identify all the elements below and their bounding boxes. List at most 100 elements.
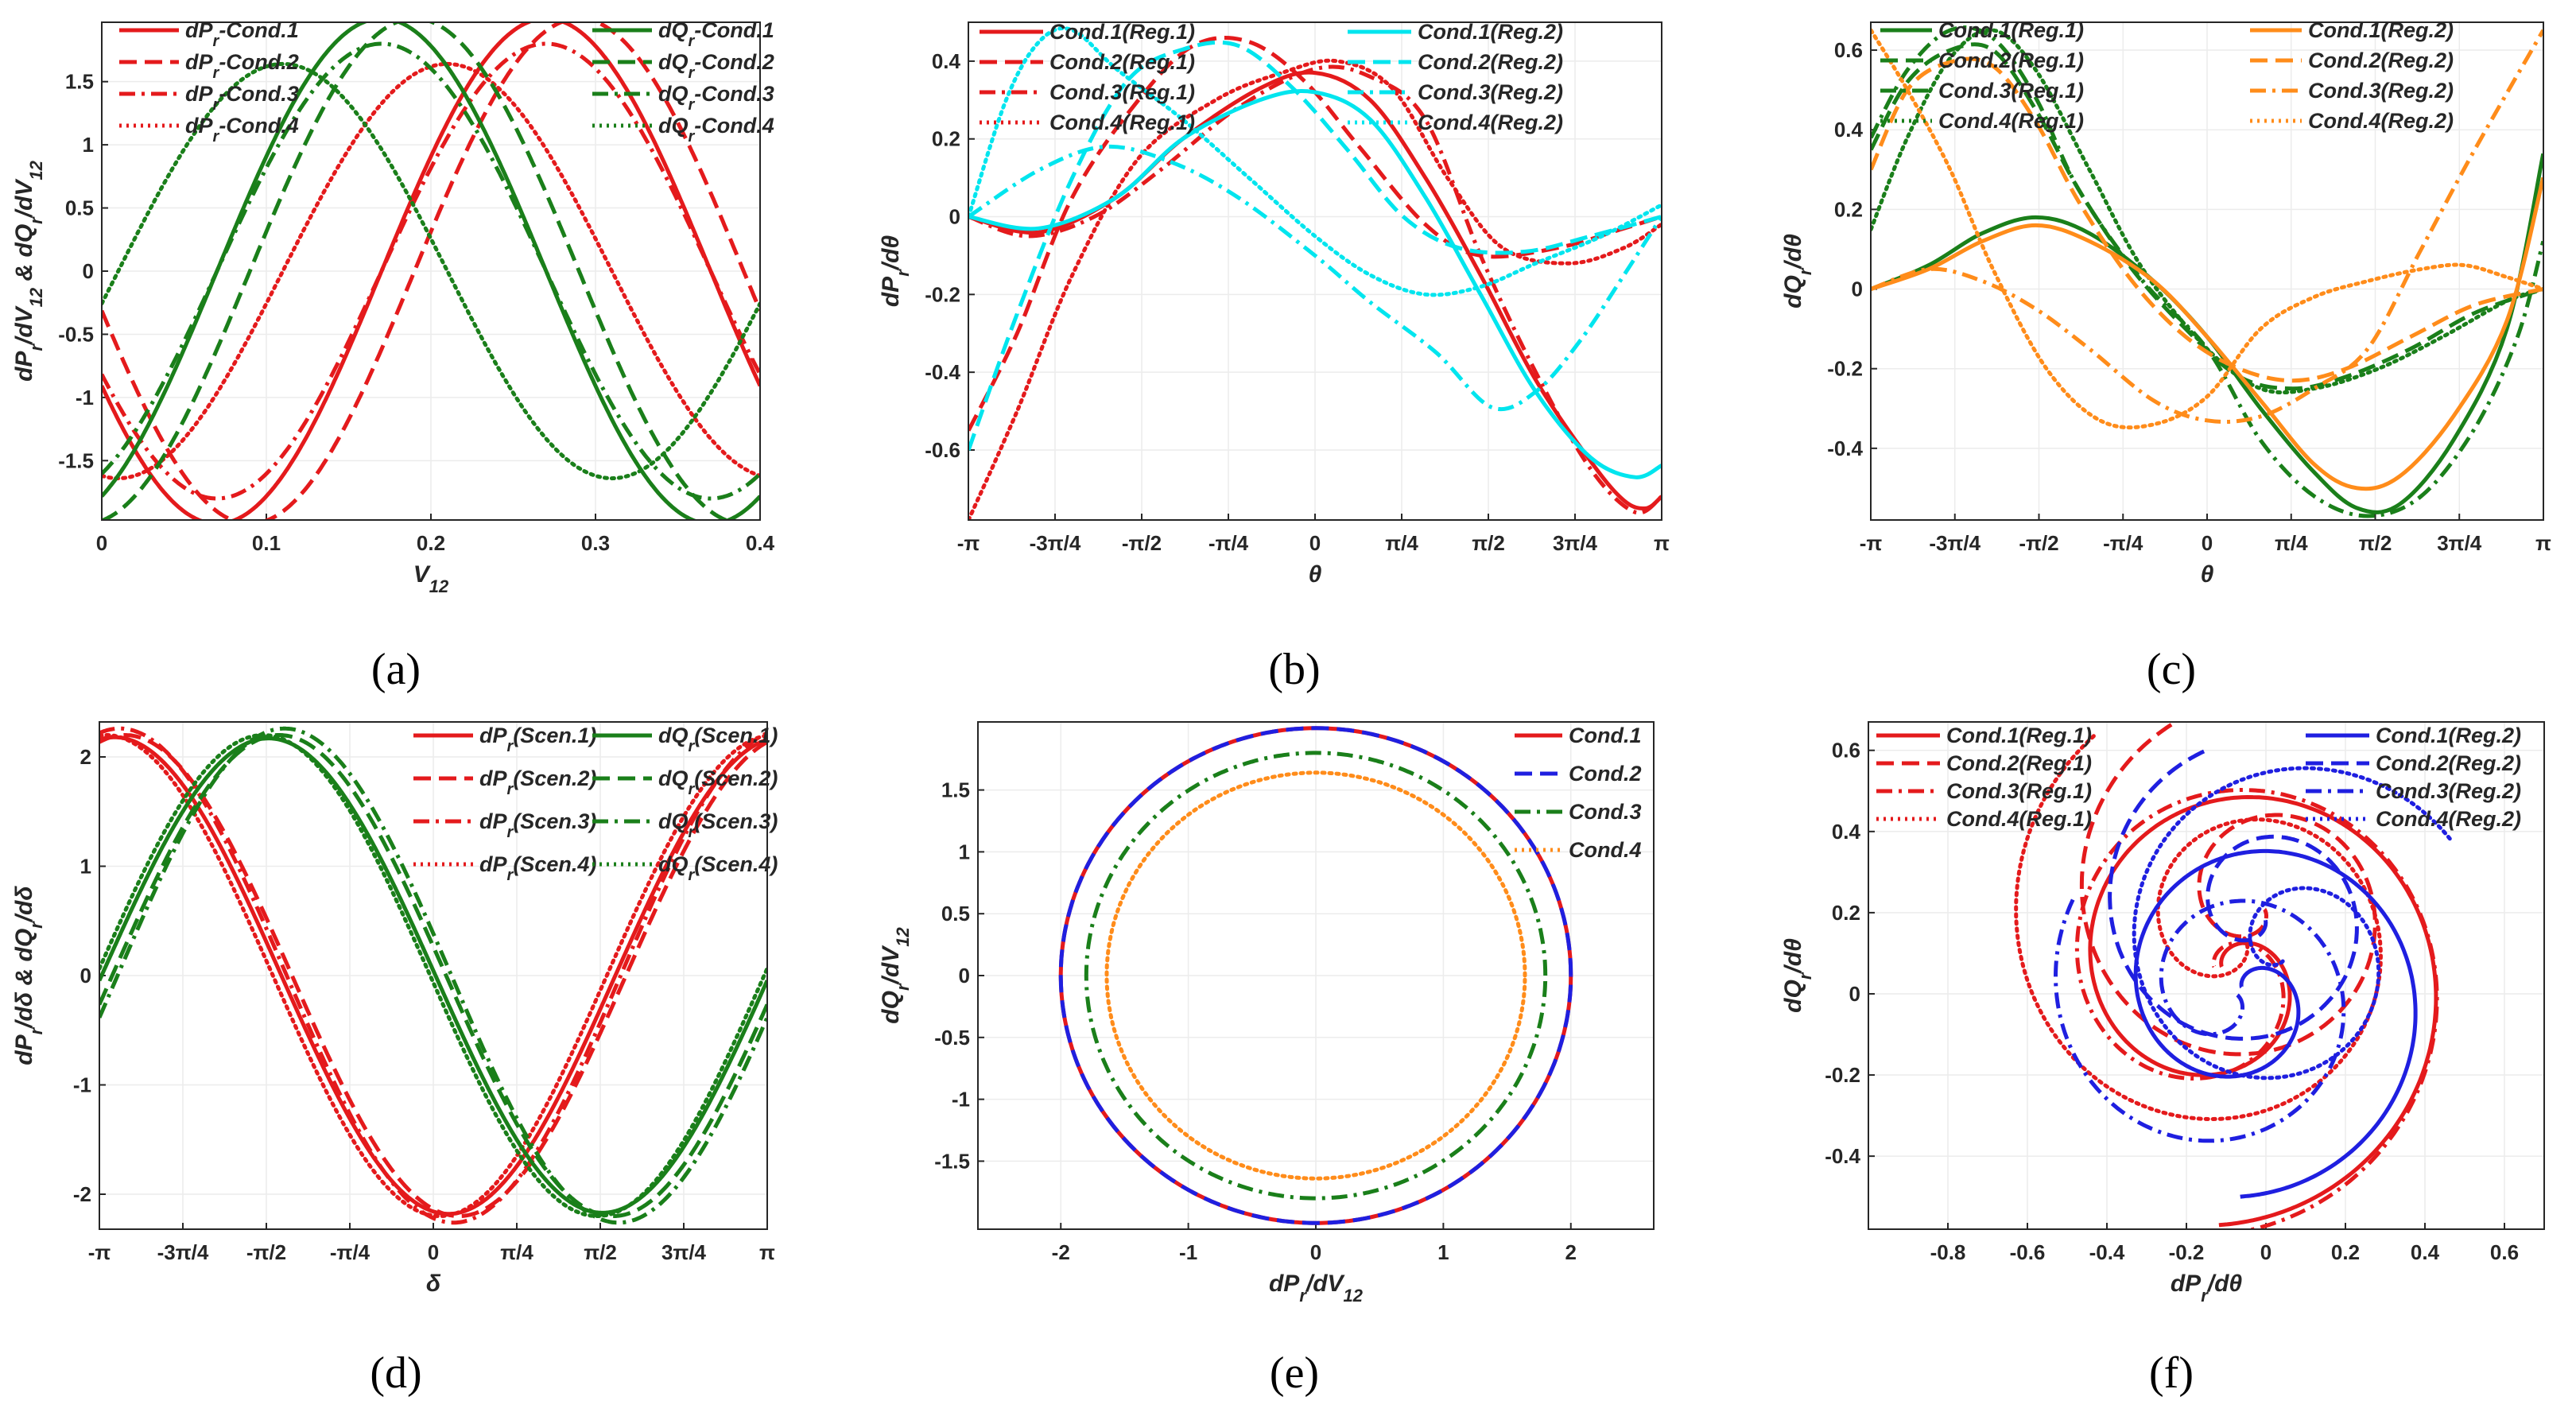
x-tick-label: π/2 — [584, 1240, 617, 1264]
x-tick-label: 0.4 — [2411, 1240, 2440, 1264]
panel-c: -π -3π/4 -π/2 -π/4 0 π/4 π/2 3π/4 π -0.4 -0.2 0 0.2 0… — [1780, 18, 2551, 694]
panel-caption: (f) — [2149, 1348, 2194, 1398]
x-axis-label: dPr/dV12 — [1269, 1271, 1364, 1306]
x-tick-label: 2 — [1565, 1240, 1577, 1264]
series-line-cond-3-reg-1- — [2074, 787, 2439, 1229]
y-tick-label: 0 — [80, 964, 91, 987]
legend-label: Cond.2(Reg.2) — [1418, 50, 1563, 74]
x-tick-label: -0.2 — [2169, 1240, 2205, 1264]
series-line-cond-2-reg-1- — [968, 35, 1662, 432]
x-tick-label: 0 — [96, 531, 107, 555]
y-tick-label: 0.2 — [932, 127, 960, 151]
series-line-dqr-cond-3 — [102, 41, 760, 501]
x-tick-label: 0 — [428, 1240, 439, 1264]
x-tick-label: -π/2 — [1122, 531, 1162, 555]
y-tick-label: -0.5 — [934, 1026, 970, 1050]
x-axis-label: V12 — [413, 561, 449, 596]
series-line-dpr-scen-4- — [99, 733, 767, 1218]
y-tick-label: 0.6 — [1832, 739, 1860, 762]
series-line-cond-4-reg-1- — [2014, 734, 2383, 1122]
y-axis-label: dPr/dθ — [878, 235, 913, 308]
y-tick-label: -1.5 — [58, 448, 94, 472]
x-axis-label: δ — [426, 1271, 441, 1297]
series-line-dqr-cond-4 — [102, 61, 760, 481]
series-line-cond-4-reg-2- — [2132, 766, 2452, 1081]
series-line-dqr-scen-3- — [99, 726, 767, 1225]
y-tick-label: -1.5 — [934, 1149, 970, 1173]
x-tick-label: -π/4 — [330, 1240, 370, 1264]
panel-caption: (c) — [2147, 645, 2196, 694]
x-tick-label: -3π/4 — [1030, 531, 1081, 555]
x-axis-label: dPr/dθ — [2171, 1271, 2243, 1306]
y-tick-label: -1 — [952, 1088, 970, 1112]
series-line-cond-1-reg-2- — [1871, 177, 2543, 491]
x-tick-label: 0 — [2260, 1240, 2271, 1264]
y-tick-label: -0.4 — [925, 360, 960, 384]
y-tick-label: -0.2 — [925, 282, 960, 306]
panel-f: -0.8 -0.6 -0.4 -0.2 0 0.2 0.4 0.6 -0.4 -0.2 0 0.2 0.… — [1780, 721, 2545, 1398]
legend-label: Cond.3(Reg.2) — [2376, 779, 2521, 803]
legend-label: Cond.1(Reg.2) — [1418, 20, 1563, 44]
series-line-dpr-cond-3 — [102, 41, 760, 501]
x-tick-label: 0 — [2202, 531, 2213, 555]
legend-label: Cond.4(Reg.2) — [2308, 109, 2454, 133]
legend-label: Cond.3(Reg.1) — [1938, 79, 2084, 103]
x-tick-label: -π/4 — [1208, 531, 1249, 555]
panel-a: 0 0.1 0.2 0.3 0.4-1.5-1-0.500.511.5dPr-Cond.… — [11, 18, 775, 694]
series-group — [1871, 25, 2543, 518]
axes-frame — [977, 721, 1655, 1230]
x-tick-label: π/2 — [2359, 531, 2392, 555]
y-tick-label: 0.5 — [65, 196, 94, 220]
x-tick-label: 3π/4 — [661, 1240, 707, 1264]
x-tick-label: π — [2535, 531, 2551, 555]
x-tick-label: -π — [88, 1240, 111, 1264]
x-tick-label: 0.2 — [417, 531, 445, 555]
y-axis-label: dPr/dδ & dQr/dδ — [11, 886, 46, 1065]
x-tick-label: -π/4 — [2103, 531, 2143, 555]
legend-label: Cond.2(Reg.1) — [1938, 49, 2084, 72]
legend-label: Cond.3(Reg.2) — [2308, 79, 2454, 103]
legend-label: Cond.3(Reg.1) — [1049, 80, 1195, 104]
legend-label: Cond.1(Reg.1) — [1946, 724, 2092, 747]
y-tick-label: 0 — [1852, 277, 1863, 301]
panel-caption: (e) — [1270, 1348, 1319, 1398]
series-line-cond-3-reg-1- — [1871, 25, 2543, 518]
panel-d: -π -3π/4 -π/2 -π/4 0 π/4 π/2 3π/4 π-2-1012dPr(Sc… — [11, 721, 778, 1398]
legend-label: Cond.1(Reg.1) — [1049, 20, 1195, 44]
panel-caption: (d) — [370, 1348, 421, 1398]
series-line-dpr-scen-2- — [99, 732, 767, 1219]
y-axis-label: dQr/dθ — [1780, 938, 1815, 1013]
series-line-cond-2-reg-1- — [2079, 722, 2377, 1057]
legend-label: Cond.3(Reg.1) — [1946, 779, 2092, 803]
series-line-dpr-scen-3- — [99, 726, 767, 1225]
series-line-cond-3-reg-1- — [968, 64, 1662, 515]
y-tick-label: -0.4 — [1827, 437, 1863, 460]
x-tick-label: -2 — [1052, 1240, 1070, 1264]
y-tick-label: 0 — [1849, 982, 1860, 1006]
series-group — [102, 22, 760, 520]
x-tick-label: -0.8 — [1930, 1240, 1966, 1264]
legend-label: Cond.4(Reg.1) — [1049, 111, 1195, 134]
x-tick-label: π/4 — [1385, 531, 1418, 555]
x-tick-label: -3π/4 — [1929, 531, 1980, 555]
series-line-dpr-cond-4 — [102, 61, 760, 481]
panel-caption: (b) — [1268, 645, 1320, 694]
series-line-dqr-scen-1- — [99, 736, 767, 1215]
series-group — [968, 26, 1662, 520]
legend-label: Cond.4(Reg.1) — [1946, 807, 2092, 831]
x-tick-label: π — [759, 1240, 775, 1264]
y-tick-label: 0.2 — [1832, 901, 1860, 925]
axes-frame — [1868, 721, 2545, 1230]
series-line-cond-3-reg-2- — [2053, 898, 2346, 1143]
series-line-cond-4-reg-2- — [1871, 28, 2543, 430]
legend-label: Cond.2(Reg.2) — [2308, 49, 2454, 72]
y-tick-label: 0.6 — [1834, 38, 1863, 62]
series-line-cond-4-reg-2- — [968, 26, 1662, 297]
x-tick-label: 1 — [1437, 1240, 1449, 1264]
legend-label: Cond.4(Reg.2) — [2376, 807, 2521, 831]
panel-caption: (a) — [371, 645, 421, 694]
legend-label: Cond.3 — [1569, 800, 1642, 824]
legend-label: Cond.1(Reg.2) — [2376, 724, 2521, 747]
series-line-cond-3-reg-2- — [1871, 29, 2543, 424]
x-tick-label: 0.3 — [581, 531, 610, 555]
